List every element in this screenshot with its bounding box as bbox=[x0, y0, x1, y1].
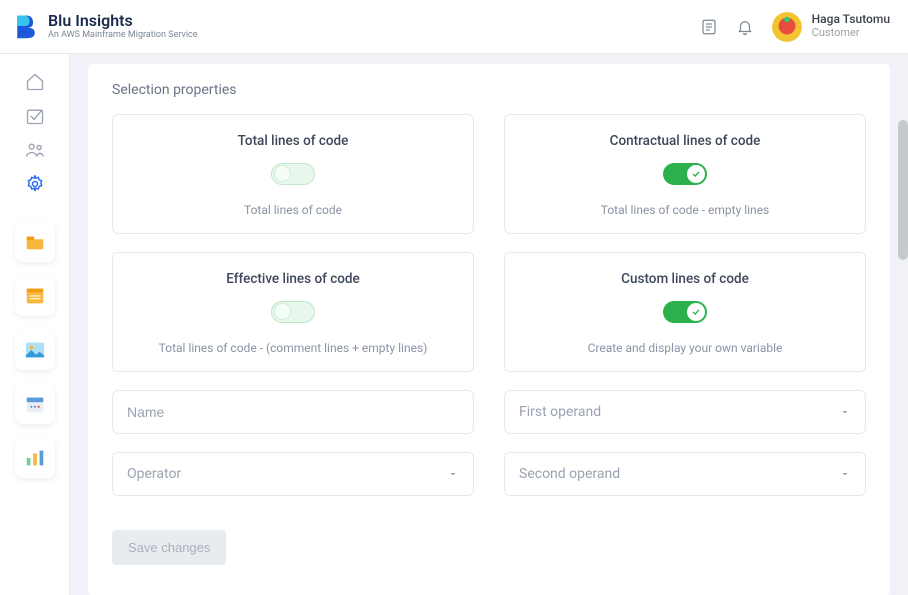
user-name: Haga Tsutomu bbox=[812, 13, 890, 27]
second-operand-label: Second operand bbox=[519, 466, 620, 482]
main: Selection properties Total lines of code… bbox=[70, 54, 908, 595]
toggle-effective-loc[interactable] bbox=[271, 301, 315, 323]
operator-label: Operator bbox=[127, 466, 181, 482]
card-desc: Total lines of code - (comment lines + e… bbox=[127, 341, 459, 355]
name-input[interactable] bbox=[127, 404, 459, 420]
sidebar bbox=[0, 54, 70, 595]
bell-icon[interactable] bbox=[736, 18, 754, 36]
operator-select[interactable]: Operator bbox=[112, 452, 474, 496]
users-icon[interactable] bbox=[25, 140, 45, 160]
card-title: Contractual lines of code bbox=[519, 133, 851, 149]
name-field-wrapper[interactable] bbox=[112, 390, 474, 434]
cards-grid: Total lines of code Total lines of code … bbox=[112, 114, 866, 372]
card-desc: Total lines of code bbox=[127, 203, 459, 217]
toggle-custom-loc[interactable] bbox=[663, 301, 707, 323]
user-block[interactable]: Haga Tsutomu Customer bbox=[772, 12, 890, 42]
brand-title: Blu Insights bbox=[48, 12, 198, 30]
header-right: Haga Tsutomu Customer bbox=[700, 12, 890, 42]
notes-icon[interactable] bbox=[700, 18, 718, 36]
body: Selection properties Total lines of code… bbox=[0, 54, 908, 595]
chevron-down-icon bbox=[447, 468, 459, 480]
sidebar-tile-chart[interactable] bbox=[15, 438, 55, 478]
card-effective-loc: Effective lines of code Total lines of c… bbox=[112, 252, 474, 372]
toggle-contractual-loc[interactable] bbox=[663, 163, 707, 185]
home-icon[interactable] bbox=[25, 72, 45, 92]
sidebar-tile-calendar[interactable] bbox=[15, 384, 55, 424]
card-desc: Total lines of code - empty lines bbox=[519, 203, 851, 217]
sidebar-tile-folder[interactable] bbox=[15, 222, 55, 262]
gear-icon[interactable] bbox=[25, 174, 45, 194]
save-button[interactable]: Save changes bbox=[112, 530, 226, 565]
avatar bbox=[772, 12, 802, 42]
card-custom-loc: Custom lines of code Create and display … bbox=[504, 252, 866, 372]
inputs-grid: First operand Operator Second operand bbox=[112, 390, 866, 496]
card-title: Custom lines of code bbox=[519, 271, 851, 287]
toggle-total-loc[interactable] bbox=[271, 163, 315, 185]
panel: Selection properties Total lines of code… bbox=[88, 64, 890, 595]
brand-subtitle: An AWS Mainframe Migration Service bbox=[48, 31, 198, 41]
check-icon[interactable] bbox=[25, 106, 45, 126]
sidebar-tile-image[interactable] bbox=[15, 330, 55, 370]
app-root: Blu Insights An AWS Mainframe Migration … bbox=[0, 0, 908, 595]
card-title: Effective lines of code bbox=[127, 271, 459, 287]
section-title: Selection properties bbox=[112, 82, 866, 98]
sidebar-tile-notes[interactable] bbox=[15, 276, 55, 316]
header: Blu Insights An AWS Mainframe Migration … bbox=[0, 0, 908, 54]
chevron-down-icon bbox=[839, 468, 851, 480]
brand: Blu Insights An AWS Mainframe Migration … bbox=[12, 12, 198, 40]
logo-icon bbox=[12, 12, 40, 40]
first-operand-select[interactable]: First operand bbox=[504, 390, 866, 434]
card-contractual-loc: Contractual lines of code Total lines of… bbox=[504, 114, 866, 234]
chevron-down-icon bbox=[839, 406, 851, 418]
user-role: Customer bbox=[812, 27, 890, 40]
card-total-loc: Total lines of code Total lines of code bbox=[112, 114, 474, 234]
card-desc: Create and display your own variable bbox=[519, 341, 851, 355]
scrollbar-thumb[interactable] bbox=[898, 120, 908, 260]
second-operand-select[interactable]: Second operand bbox=[504, 452, 866, 496]
first-operand-label: First operand bbox=[519, 404, 601, 420]
card-title: Total lines of code bbox=[127, 133, 459, 149]
